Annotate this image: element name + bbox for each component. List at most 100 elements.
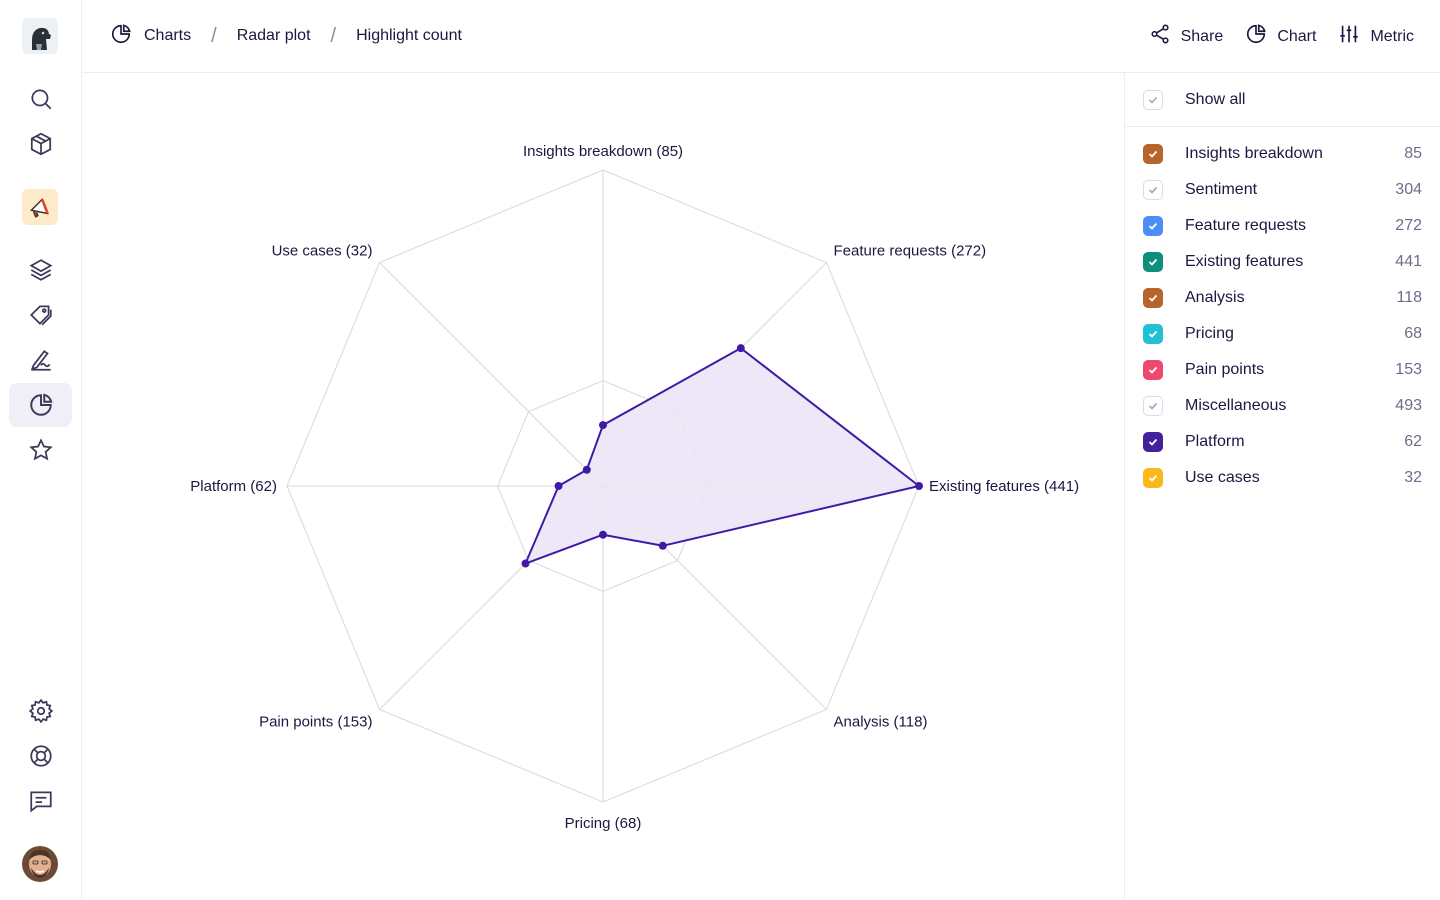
axis-label: Feature requests (272) bbox=[834, 242, 987, 259]
legend-item-count: 85 bbox=[1404, 145, 1422, 162]
tags-icon[interactable] bbox=[9, 293, 72, 337]
pie-chart-icon bbox=[110, 23, 132, 50]
radar-series bbox=[521, 344, 923, 568]
radar-chart: Insights breakdown (85) Feature requests … bbox=[82, 73, 1124, 900]
star-icon[interactable] bbox=[9, 428, 72, 472]
breadcrumb-highlight-count[interactable]: Highlight count bbox=[356, 27, 462, 45]
legend-item-count: 153 bbox=[1395, 361, 1422, 378]
show-all-toggle[interactable]: Show all bbox=[1125, 73, 1440, 127]
legend-item-count: 304 bbox=[1395, 181, 1422, 198]
data-point bbox=[521, 559, 530, 568]
legend-item-label: Feature requests bbox=[1185, 217, 1306, 234]
layers-icon[interactable] bbox=[9, 248, 72, 292]
data-point bbox=[915, 482, 923, 490]
legend-item-count: 441 bbox=[1395, 253, 1422, 270]
axis-label: Existing features (441) bbox=[929, 478, 1079, 495]
breadcrumb-radar-plot[interactable]: Radar plot bbox=[237, 27, 311, 45]
top-bar: Charts / Radar plot / Highlight count Sh… bbox=[82, 0, 1440, 73]
share-button[interactable]: Share bbox=[1149, 23, 1224, 50]
data-point bbox=[582, 465, 591, 474]
pie-chart-icon bbox=[1245, 23, 1267, 50]
share-icon bbox=[1149, 23, 1171, 50]
legend-item[interactable]: Sentiment 304 bbox=[1125, 172, 1440, 208]
legend-item-count: 493 bbox=[1395, 397, 1422, 414]
metric-label: Metric bbox=[1370, 27, 1414, 45]
data-point bbox=[736, 344, 745, 353]
breadcrumb: Charts / Radar plot / Highlight count bbox=[110, 23, 462, 50]
megaphone-icon[interactable] bbox=[22, 189, 58, 225]
checkbox[interactable] bbox=[1143, 360, 1163, 380]
legend-item[interactable]: Miscellaneous 493 bbox=[1125, 388, 1440, 424]
series-area bbox=[524, 347, 920, 565]
metric-button[interactable]: Metric bbox=[1338, 23, 1414, 50]
checkbox[interactable] bbox=[1143, 216, 1163, 236]
checkbox[interactable] bbox=[1143, 324, 1163, 344]
sidebar-rail bbox=[0, 0, 82, 900]
chart-label: Chart bbox=[1277, 27, 1317, 45]
axis-label: Analysis (118) bbox=[834, 714, 928, 731]
avatar[interactable] bbox=[22, 846, 58, 882]
pie-chart-icon[interactable] bbox=[9, 383, 72, 427]
legend-item[interactable]: Pain points 153 bbox=[1125, 352, 1440, 388]
message-icon[interactable] bbox=[9, 779, 72, 823]
grid-spoke bbox=[379, 262, 604, 487]
legend-item-count: 32 bbox=[1404, 469, 1422, 486]
legend-item-label: Existing features bbox=[1185, 253, 1304, 270]
search-icon[interactable] bbox=[9, 77, 72, 121]
axis-label: Use cases (32) bbox=[272, 242, 373, 259]
breadcrumb-label: Radar plot bbox=[236, 27, 311, 44]
legend-item[interactable]: Existing features 441 bbox=[1125, 244, 1440, 280]
share-label: Share bbox=[1180, 27, 1224, 45]
breadcrumb-label: Highlight count bbox=[356, 27, 462, 44]
data-point bbox=[554, 482, 563, 490]
legend-item-count: 272 bbox=[1395, 217, 1422, 234]
legend-item-count: 62 bbox=[1404, 433, 1422, 450]
axis-label: Pricing (68) bbox=[565, 815, 642, 832]
breadcrumb-separator: / bbox=[211, 24, 217, 47]
checkbox[interactable] bbox=[1143, 252, 1163, 272]
breadcrumb-label: Charts bbox=[144, 27, 192, 44]
legend-item-label: Miscellaneous bbox=[1185, 397, 1287, 414]
data-point bbox=[599, 530, 607, 539]
legend-item-label: Pricing bbox=[1185, 325, 1234, 342]
legend-item-count: 68 bbox=[1404, 325, 1422, 342]
checkbox[interactable] bbox=[1143, 288, 1163, 308]
legend-item-label: Use cases bbox=[1185, 469, 1260, 486]
chart-button[interactable]: Chart bbox=[1245, 23, 1316, 50]
legend-item-label: Analysis bbox=[1185, 289, 1245, 306]
legend-panel: Show all Insights breakdown 85 Sentiment 30… bbox=[1124, 73, 1440, 900]
axis-label: Platform (62) bbox=[190, 478, 277, 495]
radar-plot: Insights breakdown (85) Feature requests … bbox=[190, 143, 1079, 832]
checkbox[interactable] bbox=[1143, 432, 1163, 452]
legend-item[interactable]: Insights breakdown 85 bbox=[1125, 136, 1440, 172]
signature-icon[interactable] bbox=[9, 338, 72, 382]
legend-item[interactable]: Pricing 68 bbox=[1125, 316, 1440, 352]
checkbox[interactable] bbox=[1143, 180, 1163, 200]
checkbox[interactable] bbox=[1143, 144, 1163, 164]
legend-item-label: Insights breakdown bbox=[1185, 145, 1323, 162]
lifebuoy-icon[interactable] bbox=[9, 734, 72, 778]
legend-list: Insights breakdown 85 Sentiment 304 Feature … bbox=[1125, 127, 1440, 496]
checkbox[interactable] bbox=[1143, 468, 1163, 488]
legend-item-label: Sentiment bbox=[1185, 181, 1258, 198]
legend-item-count: 118 bbox=[1396, 289, 1422, 306]
axis-label: Insights breakdown (85) bbox=[523, 143, 683, 160]
cube-icon[interactable] bbox=[9, 122, 72, 166]
axis-label: Pain points (153) bbox=[259, 714, 372, 731]
legend-item-label: Platform bbox=[1185, 433, 1245, 450]
logo[interactable] bbox=[22, 18, 58, 54]
data-point bbox=[658, 541, 667, 550]
legend-item[interactable]: Feature requests 272 bbox=[1125, 208, 1440, 244]
header-actions: Share Chart Metric bbox=[1149, 0, 1414, 73]
breadcrumb-charts[interactable]: Charts bbox=[110, 23, 191, 50]
legend-item[interactable]: Use cases 32 bbox=[1125, 460, 1440, 496]
checkbox[interactable] bbox=[1143, 89, 1163, 110]
legend-item-label: Pain points bbox=[1185, 361, 1265, 378]
legend-item[interactable]: Platform 62 bbox=[1125, 424, 1440, 460]
show-all-label: Show all bbox=[1185, 90, 1246, 108]
checkbox[interactable] bbox=[1143, 396, 1163, 416]
settings-icon[interactable] bbox=[9, 689, 72, 733]
legend-item[interactable]: Analysis 118 bbox=[1125, 280, 1440, 316]
breadcrumb-separator: / bbox=[330, 24, 337, 47]
